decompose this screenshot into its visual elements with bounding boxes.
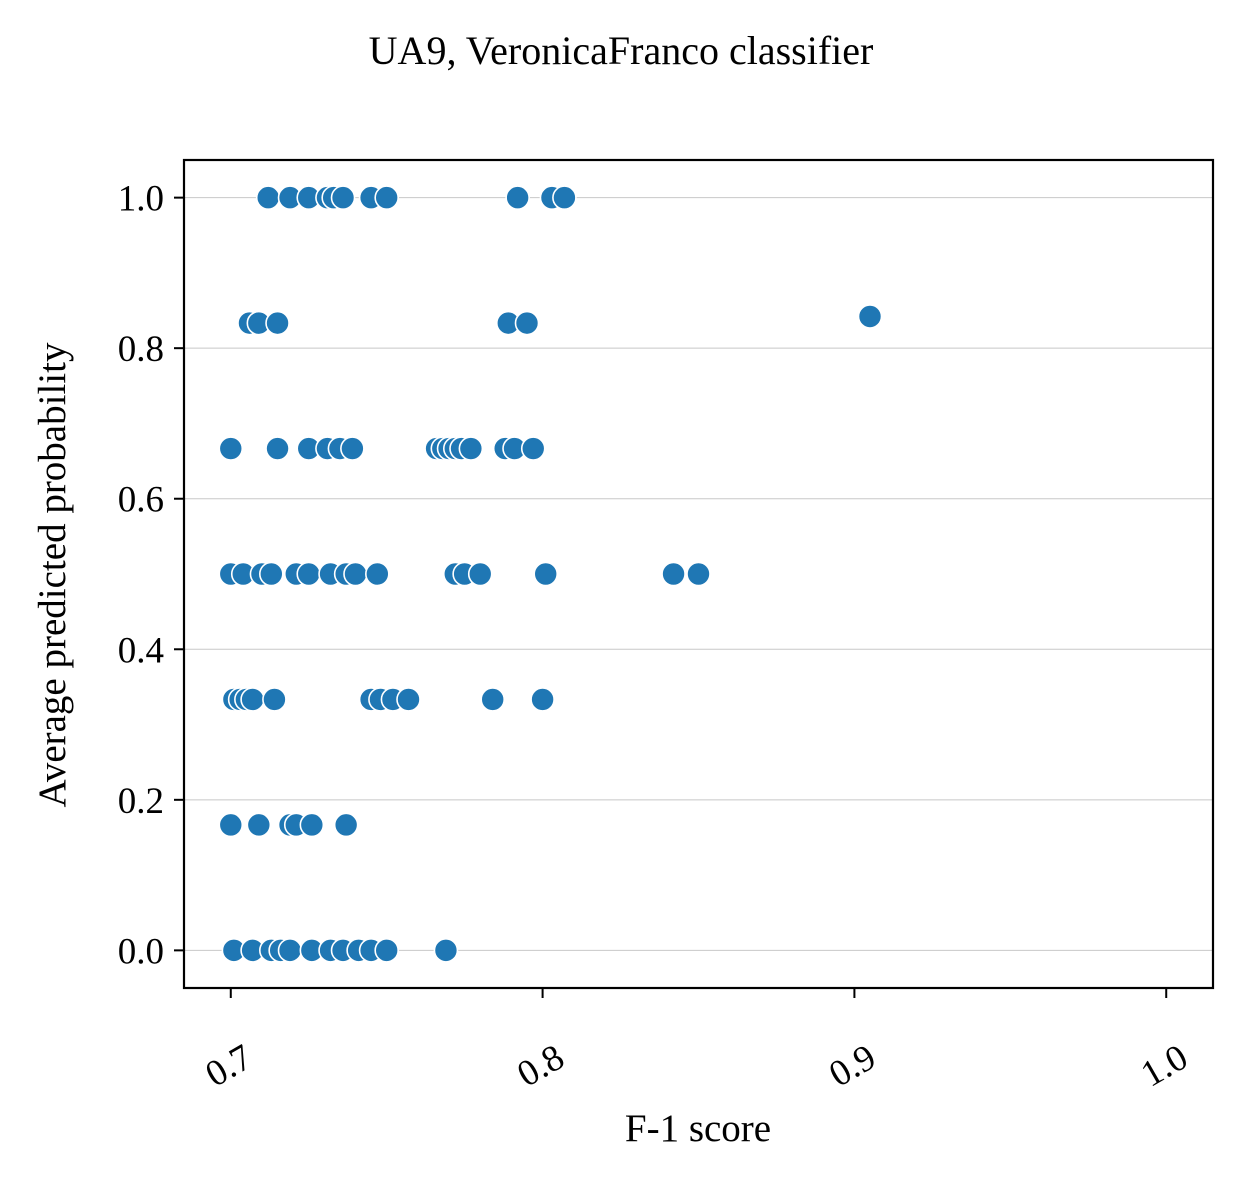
data-point [277, 938, 303, 963]
data-point [396, 687, 421, 712]
data-point [265, 436, 290, 461]
data-point [343, 561, 368, 587]
data-point [262, 687, 287, 712]
data-point [365, 561, 390, 587]
data-point [857, 304, 883, 329]
y-tick-label: 0.8 [118, 329, 164, 370]
chart-title: UA9, VeronicaFranco classifier [369, 28, 874, 73]
data-point [255, 185, 281, 210]
data-point [530, 687, 555, 712]
y-tick-label: 0.4 [118, 630, 164, 671]
data-point [265, 310, 290, 336]
data-point [661, 561, 686, 587]
data-point [374, 185, 399, 210]
data-point [340, 436, 365, 461]
y-axis-label: Average predicted probability [31, 342, 74, 807]
data-point [218, 812, 244, 838]
data-point [686, 561, 711, 587]
y-tick-label: 0.2 [118, 781, 164, 822]
data-point [552, 185, 577, 210]
data-point [218, 436, 244, 461]
data-point [480, 687, 506, 712]
plot-frame [182, 158, 1215, 990]
data-point [333, 812, 359, 838]
data-point [433, 938, 459, 963]
x-axis-label: F-1 score [625, 1107, 771, 1150]
gridlines [184, 197, 1213, 951]
y-tick-label: 0.0 [118, 931, 164, 972]
data-point [514, 310, 540, 336]
data-point [374, 938, 399, 963]
data-points [218, 185, 883, 963]
data-point [533, 561, 559, 587]
y-tick-label: 0.6 [118, 480, 164, 521]
y-tick-label: 1.0 [118, 179, 164, 220]
data-point [467, 561, 493, 587]
data-point [458, 436, 484, 461]
data-point [505, 185, 530, 210]
data-point [240, 687, 265, 712]
data-point [330, 185, 356, 210]
data-point [299, 812, 325, 838]
data-point [520, 436, 546, 461]
data-point [296, 561, 322, 587]
data-point [246, 812, 272, 838]
data-point [259, 561, 284, 587]
y-axis: 0.0 0.2 0.4 0.6 0.8 1.0 [118, 179, 184, 972]
